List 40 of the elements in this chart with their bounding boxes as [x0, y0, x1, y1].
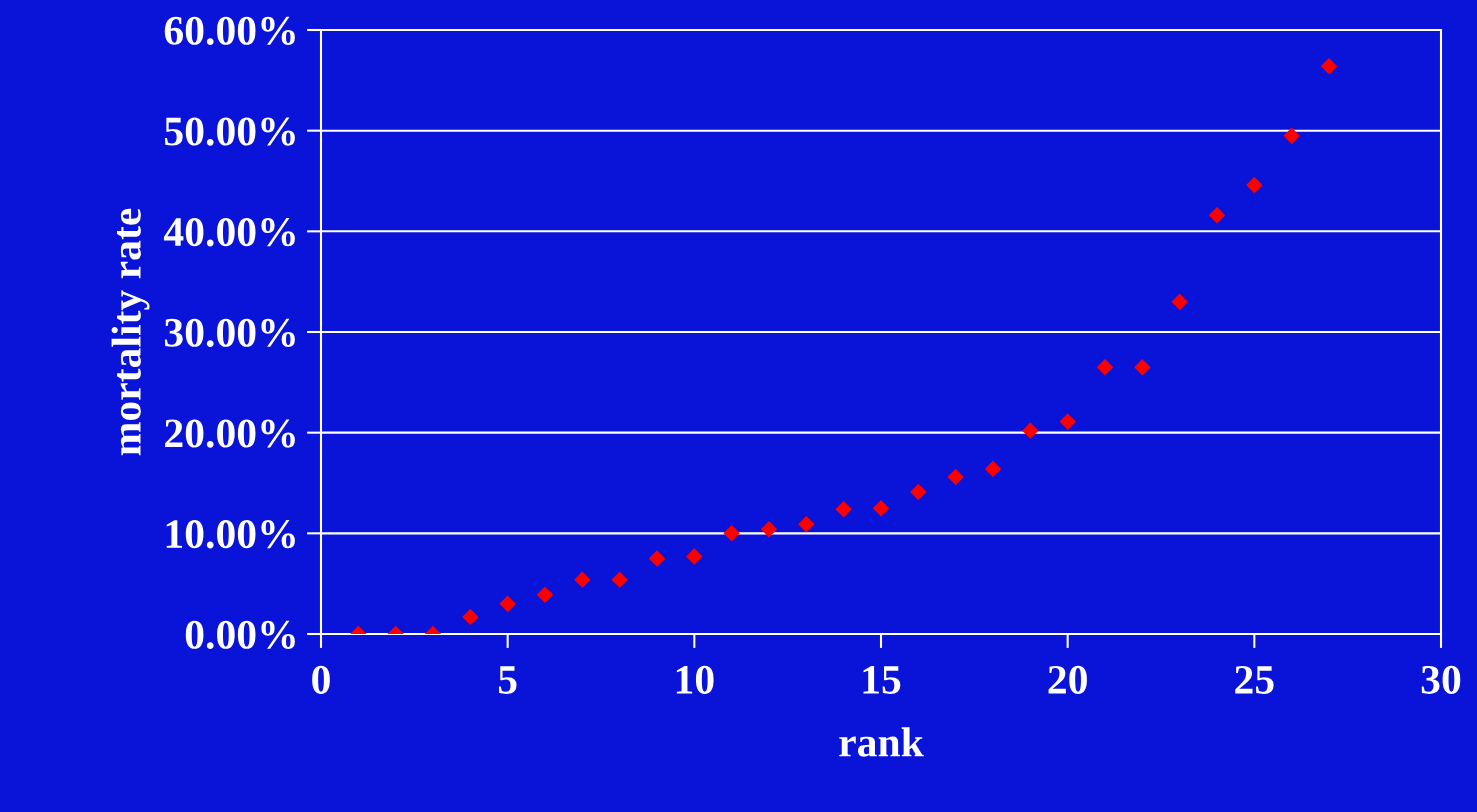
- point: [574, 571, 591, 588]
- point: [910, 483, 927, 501]
- point: [648, 550, 666, 567]
- point: [1059, 413, 1076, 430]
- x-tick-label: 25: [1235, 665, 1274, 694]
- point: [984, 460, 1002, 478]
- y-tick-label: 60.00%: [164, 16, 295, 46]
- point: [1208, 207, 1226, 224]
- x-tick-label: 0: [312, 665, 330, 694]
- y-tick-label: 30.00%: [164, 318, 295, 348]
- point: [760, 521, 778, 538]
- y-tick-label: 20.00%: [165, 419, 295, 448]
- point: [1134, 359, 1151, 376]
- point: [947, 468, 964, 486]
- point: [1171, 293, 1188, 311]
- point: [1320, 58, 1338, 75]
- point: [1096, 359, 1114, 376]
- point: [462, 608, 479, 626]
- x-axis-title: rank: [839, 727, 924, 757]
- point: [872, 499, 890, 517]
- x-tick-label: 15: [863, 665, 901, 694]
- y-tick-label: 40.00%: [163, 218, 295, 247]
- y-tick-label: 10.00%: [166, 520, 295, 549]
- y-tick-label: 50.00%: [165, 117, 295, 146]
- point: [686, 548, 703, 565]
- x-tick-label: 30: [1421, 665, 1461, 694]
- x-tick-label: 10: [676, 665, 714, 694]
- point: [611, 571, 628, 588]
- point: [536, 586, 554, 603]
- point: [499, 595, 516, 613]
- point: [1022, 422, 1039, 439]
- point: [798, 516, 815, 533]
- point: [835, 500, 852, 518]
- point: [723, 525, 740, 542]
- point: [1246, 176, 1263, 194]
- x-tick-label: 5: [498, 666, 517, 694]
- y-tick-label: 0.00%: [185, 620, 295, 650]
- x-tick-label: 20: [1048, 665, 1087, 694]
- y-axis-title: mortality rate: [111, 208, 150, 456]
- point: [1283, 127, 1300, 144]
